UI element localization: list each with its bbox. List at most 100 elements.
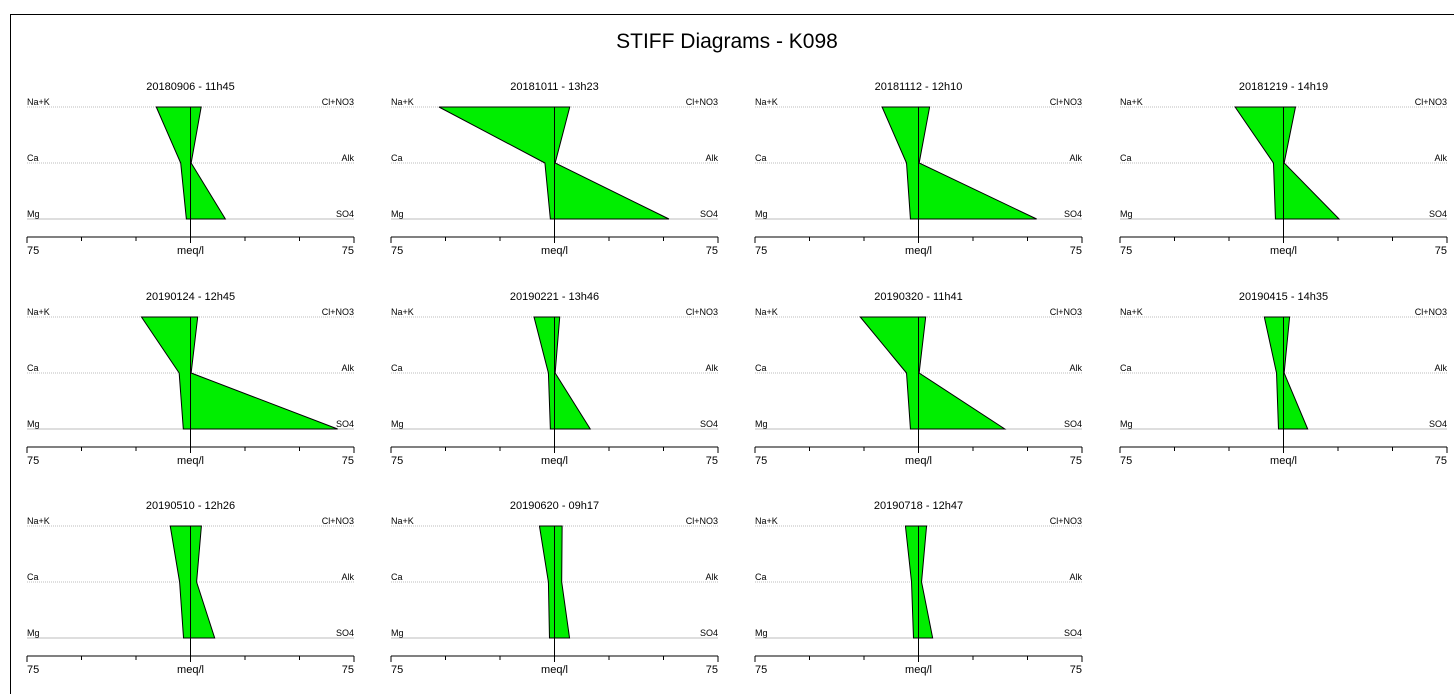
stiff-polygon — [881, 106, 1037, 220]
tick-label-left: 75 — [1120, 245, 1132, 257]
x-axis-label: meq/l — [177, 455, 204, 467]
tick-label-right: 75 — [1070, 664, 1082, 676]
tick-label-right: 75 — [706, 455, 718, 467]
tick-label-right: 75 — [706, 245, 718, 257]
anion-label: Alk — [1069, 363, 1082, 373]
tick-label-left: 75 — [755, 245, 767, 257]
panel-title: 20190221 - 13h46 — [510, 291, 599, 303]
cation-label: Mg — [391, 628, 404, 638]
cation-label: Na+K — [1120, 97, 1143, 107]
anion-label: SO4 — [1064, 628, 1082, 638]
stiff-diagram-grid: 20180906 - 11h45 Na+K Cl+NO3 Ca Alk Mg SO4 75 75… — [26, 81, 1448, 676]
anion-label: SO4 — [1064, 209, 1082, 219]
cation-label: Na+K — [27, 516, 50, 526]
tick-label-left: 75 — [1120, 455, 1132, 467]
stiff-polygon — [859, 316, 1007, 430]
tick-label-left: 75 — [391, 664, 403, 676]
panel-title: 20190320 - 11h41 — [874, 291, 963, 303]
cation-label: Mg — [27, 419, 40, 429]
cation-label: Na+K — [27, 97, 50, 107]
panel-title: 20181219 - 14h19 — [1239, 81, 1328, 93]
anion-label: Cl+NO3 — [1050, 307, 1082, 317]
anion-label: Cl+NO3 — [686, 307, 718, 317]
anion-label: Alk — [1434, 363, 1447, 373]
panel-title: 20190620 - 09h17 — [510, 500, 599, 512]
stiff-diagram-panel: 20190620 - 09h17 Na+K Cl+NO3 Ca Alk Mg SO4 75 75… — [390, 500, 719, 676]
cation-label: Ca — [755, 153, 767, 163]
tick-label-left: 75 — [27, 455, 39, 467]
anion-label: Cl+NO3 — [686, 516, 718, 526]
tick-label-left: 75 — [755, 664, 767, 676]
anion-label: SO4 — [1429, 209, 1447, 219]
stiff-diagram-panel: 20181011 - 13h23 Na+K Cl+NO3 Ca Alk Mg SO4 75 75… — [390, 81, 719, 257]
cation-label: Ca — [1120, 153, 1132, 163]
x-axis-label: meq/l — [177, 664, 204, 676]
x-axis-label: meq/l — [1270, 245, 1297, 257]
cation-label: Na+K — [1120, 307, 1143, 317]
cation-label: Na+K — [27, 307, 50, 317]
tick-label-right: 75 — [1070, 245, 1082, 257]
cation-label: Mg — [755, 419, 768, 429]
anion-label: SO4 — [336, 419, 354, 429]
tick-label-right: 75 — [1070, 455, 1082, 467]
stiff-diagram-panel: 20181219 - 14h19 Na+K Cl+NO3 Ca Alk Mg SO4 75 75… — [1119, 81, 1448, 257]
cation-label: Ca — [27, 153, 39, 163]
anion-label: SO4 — [336, 628, 354, 638]
tick-label-right: 75 — [342, 455, 354, 467]
anion-label: Alk — [341, 153, 354, 163]
cation-label: Ca — [391, 572, 403, 582]
tick-label-right: 75 — [342, 245, 354, 257]
cation-label: Mg — [27, 209, 40, 219]
stiff-diagram-panel: 20190124 - 12h45 Na+K Cl+NO3 Ca Alk Mg SO4 75 75… — [26, 291, 355, 467]
stiff-diagram-panel: 20190221 - 13h46 Na+K Cl+NO3 Ca Alk Mg SO4 75 75… — [390, 291, 719, 467]
anion-label: Cl+NO3 — [322, 97, 354, 107]
stiff-polygon — [1263, 316, 1309, 430]
cation-label: Na+K — [755, 307, 778, 317]
cation-label: Mg — [27, 628, 40, 638]
anion-label: SO4 — [1429, 419, 1447, 429]
tick-label-right: 75 — [1435, 455, 1447, 467]
cation-label: Na+K — [391, 516, 414, 526]
tick-label-right: 75 — [1435, 245, 1447, 257]
cation-label: Ca — [27, 572, 39, 582]
stiff-polygon — [169, 525, 216, 639]
x-axis-label: meq/l — [541, 245, 568, 257]
stiff-diagram-panel: 20190718 - 12h47 Na+K Cl+NO3 Ca Alk Mg SO4 75 75… — [754, 500, 1083, 676]
cation-label: Mg — [755, 209, 768, 219]
cation-label: Na+K — [755, 516, 778, 526]
stiff-polygon — [438, 106, 670, 220]
panel-title: 20190124 - 12h45 — [146, 291, 235, 303]
anion-label: SO4 — [700, 628, 718, 638]
cation-label: Ca — [391, 363, 403, 373]
anion-label: Cl+NO3 — [686, 97, 718, 107]
x-axis-label: meq/l — [177, 245, 204, 257]
cation-label: Ca — [755, 363, 767, 373]
stiff-polygon — [904, 525, 934, 639]
cation-label: Na+K — [391, 307, 414, 317]
x-axis-label: meq/l — [905, 245, 932, 257]
anion-label: SO4 — [700, 419, 718, 429]
anion-label: Alk — [1069, 572, 1082, 582]
x-axis-label: meq/l — [905, 455, 932, 467]
x-axis-label: meq/l — [541, 455, 568, 467]
tick-label-right: 75 — [342, 664, 354, 676]
cation-label: Ca — [391, 153, 403, 163]
anion-label: Alk — [705, 572, 718, 582]
anion-label: Alk — [341, 572, 354, 582]
cation-label: Mg — [1120, 209, 1133, 219]
cation-label: Mg — [755, 628, 768, 638]
cation-label: Ca — [27, 363, 39, 373]
panel-title: 20181011 - 13h23 — [510, 81, 599, 93]
anion-label: SO4 — [700, 209, 718, 219]
cation-label: Mg — [391, 209, 404, 219]
anion-label: Alk — [341, 363, 354, 373]
x-axis-label: meq/l — [541, 664, 568, 676]
tick-label-left: 75 — [391, 455, 403, 467]
anion-label: Alk — [705, 363, 718, 373]
stiff-diagram-panel: 20190510 - 12h26 Na+K Cl+NO3 Ca Alk Mg SO4 75 75… — [26, 500, 355, 676]
tick-label-left: 75 — [27, 664, 39, 676]
anion-label: SO4 — [1064, 419, 1082, 429]
cation-label: Ca — [1120, 363, 1132, 373]
figure-frame — [10, 14, 1454, 694]
tick-label-left: 75 — [755, 455, 767, 467]
